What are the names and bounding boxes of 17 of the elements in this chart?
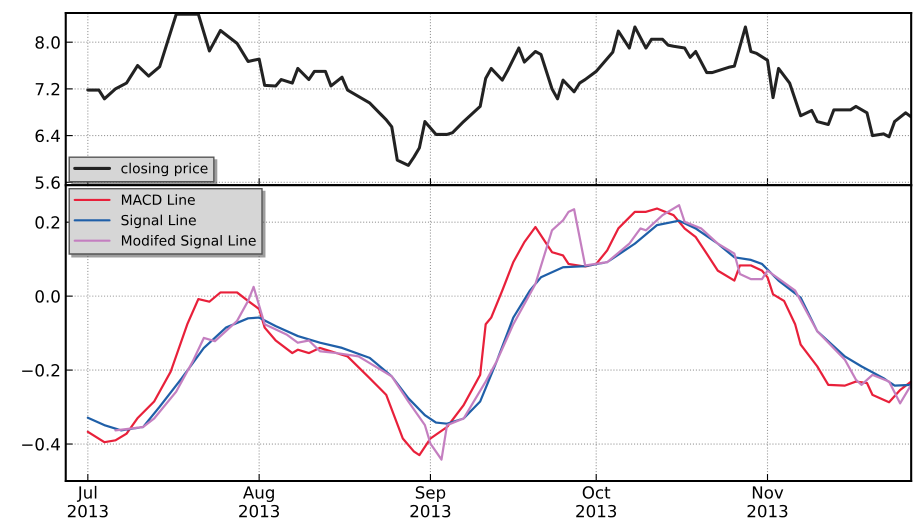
y-tick-label: 0.0 [35,290,60,303]
x-tick-label: Oct 2013 [576,486,616,518]
y-tick-label: 5.6 [36,176,60,189]
y-tick-label: −0.2 [22,364,60,377]
y-tick-label: −0.4 [22,438,60,451]
legend-label: Signal Line [122,214,196,228]
legend-label: closing price [121,162,208,176]
legend-label: Modifed Signal Line [122,235,256,248]
x-tick-label: Jul 2013 [68,486,108,518]
x-tick-label: Nov 2013 [748,486,788,518]
y-tick-label: 0.2 [35,216,60,229]
y-tick-label: 8.0 [36,36,60,49]
x-tick-label: Sep 2013 [410,486,450,518]
legend-label: MACD Line [122,194,195,205]
x-tick-label: Aug 2013 [239,486,280,518]
y-tick-label: 6.4 [36,130,60,142]
y-tick-label: 7.2 [36,82,60,96]
